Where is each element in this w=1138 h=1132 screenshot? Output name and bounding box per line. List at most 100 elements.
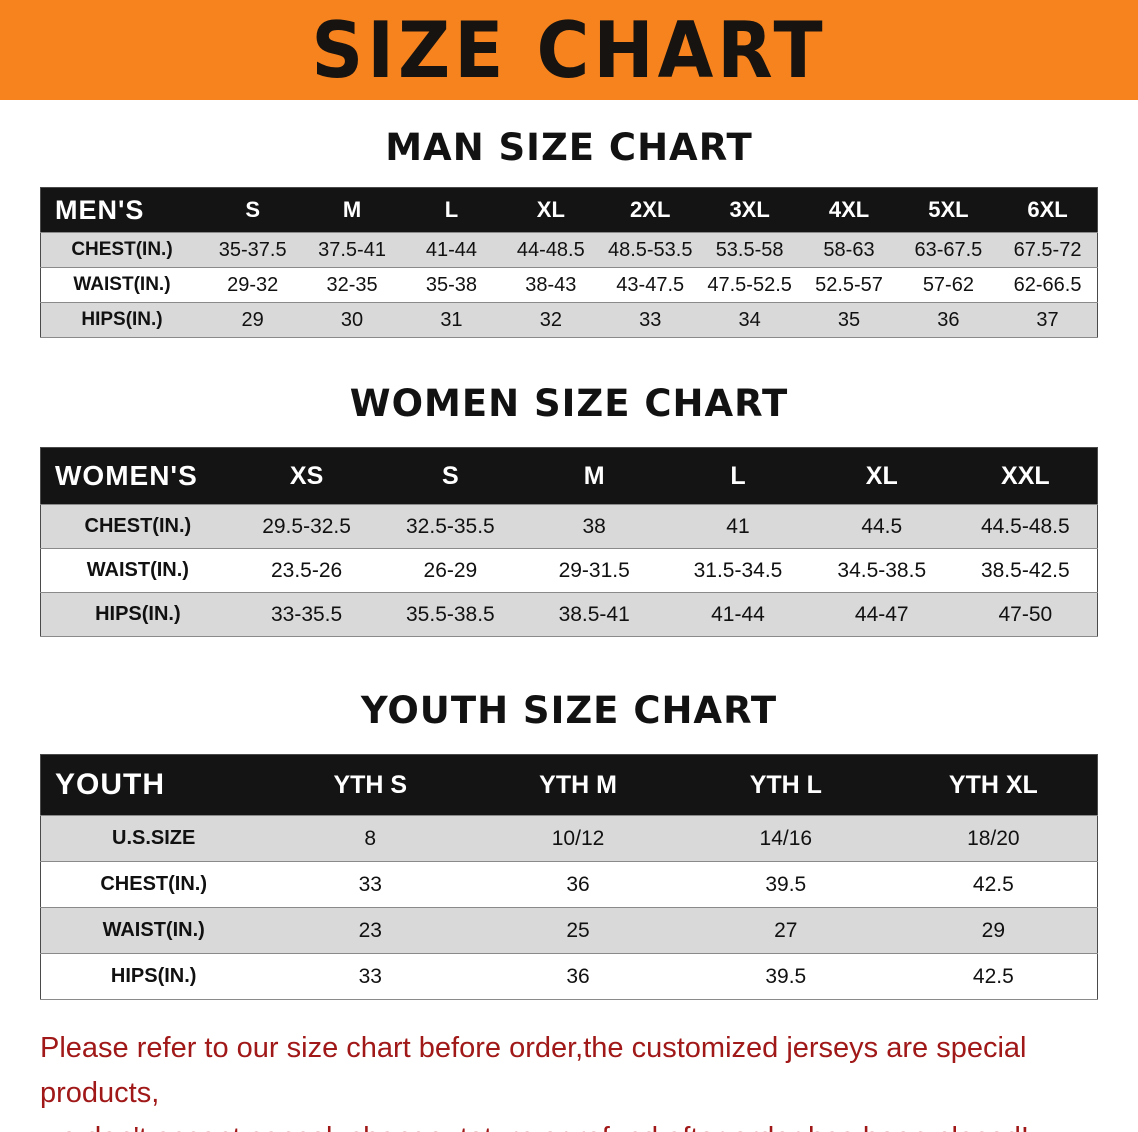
table-cell: 53.5-58	[699, 232, 800, 268]
table-cell: 35-38	[401, 267, 502, 303]
table-cell: 41	[666, 504, 810, 549]
table-cell: 29-31.5	[522, 548, 667, 593]
row-label: HIPS(IN.)	[40, 302, 203, 338]
table-cell: 23	[266, 907, 475, 954]
table-cell: 32-35	[302, 267, 402, 303]
table-cell: 32.5-35.5	[378, 504, 523, 549]
table-cell: 35-37.5	[202, 232, 303, 268]
footer-note: Please refer to our size chart before or…	[40, 1026, 1102, 1132]
table-cell: 41-44	[666, 592, 810, 637]
row-label: HIPS(IN.)	[40, 953, 267, 1000]
men-size-table: MEN'S S M L XL 2XL 3XL 4XL 5XL 6XL CHEST(IN.) 35-37…	[40, 187, 1098, 338]
column-header: XL	[809, 447, 954, 505]
table-cell: 44-47	[809, 592, 954, 637]
row-label: WAIST(IN.)	[40, 267, 203, 303]
table-corner-label: MEN'S	[40, 187, 203, 233]
table-cell: 30	[302, 302, 402, 338]
table-cell: 44.5	[809, 504, 954, 549]
table-cell: 33	[266, 953, 475, 1000]
table-cell: 31	[401, 302, 502, 338]
table-cell: 36	[474, 861, 682, 908]
table-cell: 39.5	[681, 953, 890, 1000]
column-header: YTH M	[474, 754, 682, 816]
column-header: YTH XL	[889, 754, 1098, 816]
table-cell: 43-47.5	[600, 267, 700, 303]
table-cell: 33-35.5	[234, 592, 379, 637]
table-cell: 47.5-52.5	[699, 267, 800, 303]
row-label: CHEST(IN.)	[40, 861, 267, 908]
row-label: CHEST(IN.)	[40, 232, 203, 268]
table-cell: 39.5	[681, 861, 890, 908]
table-cell: 47-50	[953, 592, 1098, 637]
table-cell: 41-44	[401, 232, 502, 268]
table-head: MEN'S S M L XL 2XL 3XL 4XL 5XL 6XL	[40, 187, 1098, 233]
table-head: YOUTH YTH S YTH M YTH L YTH XL	[40, 754, 1098, 816]
row-label: CHEST(IN.)	[40, 504, 235, 549]
row-label: HIPS(IN.)	[40, 592, 235, 637]
table-cell: 38	[522, 504, 667, 549]
table-cell: 42.5	[889, 861, 1098, 908]
table-cell: 18/20	[889, 815, 1098, 862]
footer-line-1: Please refer to our size chart before or…	[40, 1032, 1027, 1109]
table-cell: 33	[600, 302, 700, 338]
row-label: U.S.SIZE	[40, 815, 267, 862]
section-title-men: MAN SIZE CHART	[385, 126, 753, 169]
footer-line-2: we don't accept cancel, change, teturn o…	[40, 1116, 1102, 1132]
table-corner-label: YOUTH	[40, 754, 267, 816]
column-header: XS	[234, 447, 379, 505]
column-header: L	[666, 447, 810, 505]
table-row: WAIST(IN.) 23.5-26 26-29 29-31.5 31.5-34.5 34…	[40, 548, 1098, 593]
row-label: WAIST(IN.)	[40, 548, 235, 593]
table-cell: 34	[699, 302, 800, 338]
youth-size-table: YOUTH YTH S YTH M YTH L YTH XL U.S.SIZE 8 10/12…	[40, 754, 1098, 1000]
size-table: MEN'S S M L XL 2XL 3XL 4XL 5XL 6XL CHEST(IN.) 35-37…	[40, 187, 1098, 338]
table-cell: 29-32	[202, 267, 303, 303]
page-title: SIZE CHART	[311, 4, 827, 96]
table-row: WAIST(IN.) 29-32 32-35 35-38 38-43 43-47.5 47.…	[40, 267, 1098, 303]
table-cell: 52.5-57	[799, 267, 899, 303]
column-header: YTH L	[681, 754, 890, 816]
table-row: HIPS(IN.) 29 30 31 32 33 34 35 36 37	[40, 302, 1098, 338]
table-cell: 34.5-38.5	[809, 548, 954, 593]
size-table: YOUTH YTH S YTH M YTH L YTH XL U.S.SIZE 8 10/12…	[40, 754, 1098, 1000]
table-row: CHEST(IN.) 33 36 39.5 42.5	[40, 861, 1098, 908]
header-row: MEN'S S M L XL 2XL 3XL 4XL 5XL 6XL	[40, 187, 1098, 233]
table-row: HIPS(IN.) 33-35.5 35.5-38.5 38.5-41 41-44 44-…	[40, 592, 1098, 637]
table-cell: 44.5-48.5	[953, 504, 1098, 549]
header-row: YOUTH YTH S YTH M YTH L YTH XL	[40, 754, 1098, 816]
column-header: 2XL	[600, 187, 700, 233]
table-cell: 62-66.5	[998, 267, 1098, 303]
table-cell: 63-67.5	[898, 232, 999, 268]
table-cell: 33	[266, 861, 475, 908]
column-header: M	[522, 447, 667, 505]
table-cell: 29	[202, 302, 303, 338]
table-cell: 67.5-72	[998, 232, 1098, 268]
column-header: 5XL	[898, 187, 999, 233]
women-size-table: WOMEN'S XS S M L XL XXL CHEST(IN.) 29.5-32.5 32.5…	[40, 447, 1098, 637]
column-header: M	[302, 187, 402, 233]
column-header: S	[202, 187, 303, 233]
column-header: YTH S	[266, 754, 475, 816]
table-cell: 10/12	[474, 815, 682, 862]
table-cell: 23.5-26	[234, 548, 379, 593]
table-cell: 44-48.5	[501, 232, 601, 268]
table-cell: 14/16	[681, 815, 890, 862]
table-cell: 48.5-53.5	[600, 232, 700, 268]
table-cell: 38.5-41	[522, 592, 667, 637]
table-cell: 35.5-38.5	[378, 592, 523, 637]
table-row: WAIST(IN.) 23 25 27 29	[40, 907, 1098, 954]
table-corner-label: WOMEN'S	[40, 447, 235, 505]
column-header: XXL	[953, 447, 1098, 505]
table-cell: 8	[266, 815, 475, 862]
table-cell: 57-62	[898, 267, 999, 303]
column-header: 6XL	[998, 187, 1098, 233]
column-header: S	[378, 447, 523, 505]
column-header: 3XL	[699, 187, 800, 233]
table-row: CHEST(IN.) 29.5-32.5 32.5-35.5 38 41 44.5 44.5…	[40, 504, 1098, 549]
table-body: CHEST(IN.) 35-37.5 37.5-41 41-44 44-48.5 48.5…	[40, 232, 1098, 338]
table-head: WOMEN'S XS S M L XL XXL	[40, 447, 1098, 505]
table-row: CHEST(IN.) 35-37.5 37.5-41 41-44 44-48.5 48.5…	[40, 232, 1098, 268]
table-cell: 38-43	[501, 267, 601, 303]
table-cell: 25	[474, 907, 682, 954]
table-cell: 42.5	[889, 953, 1098, 1000]
